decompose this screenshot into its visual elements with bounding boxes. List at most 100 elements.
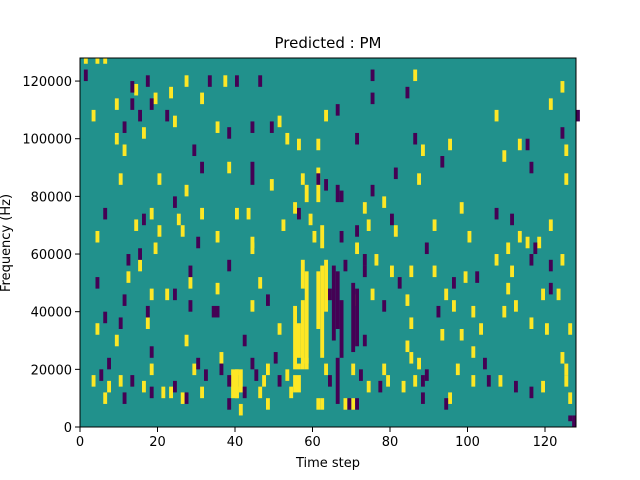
heatmap-cell-high xyxy=(545,323,549,335)
heatmap-cell-high xyxy=(471,305,476,318)
heatmap-cell-low xyxy=(122,121,127,133)
heatmap-cell-high xyxy=(157,173,162,185)
heatmap-cell-low xyxy=(211,305,220,318)
heatmap-cell-high xyxy=(351,363,356,376)
heatmap-cell-high xyxy=(374,254,379,266)
heatmap-cell-low xyxy=(421,392,425,404)
heatmap-cell-high xyxy=(525,236,530,249)
heatmap-cell-high xyxy=(459,328,464,341)
heatmap-cell-high xyxy=(320,265,325,358)
chart-title: Predicted : PM xyxy=(275,34,382,52)
heatmap-cell-low xyxy=(273,352,278,364)
heatmap-cell-high xyxy=(413,69,418,82)
heatmap-cell-low xyxy=(339,190,344,203)
heatmap-cell-low xyxy=(254,369,259,381)
heatmap-cell-high xyxy=(153,92,158,105)
heatmap-cell-high xyxy=(568,323,573,335)
y-tick-label: 100000 xyxy=(22,133,72,148)
heatmap-cell-high xyxy=(118,375,123,387)
heatmap-cell-low xyxy=(142,213,146,226)
heatmap-cell-high xyxy=(324,363,328,376)
heatmap-cell-high xyxy=(266,398,270,410)
heatmap-cell-high xyxy=(149,288,154,301)
heatmap-cell-high xyxy=(494,109,499,122)
heatmap-cell-high xyxy=(297,323,301,358)
y-tick-label: 80000 xyxy=(31,190,72,205)
heatmap-cell-low xyxy=(200,161,204,174)
y-axis-label: Frequency (Hz) xyxy=(0,194,14,292)
heatmap-cell-low xyxy=(347,398,352,410)
heatmap-cell-low xyxy=(359,369,363,381)
heatmap-cell-high xyxy=(281,219,286,231)
heatmap-cell-high xyxy=(149,207,154,220)
heatmap-cell-high xyxy=(103,58,108,64)
heatmap-cell-low xyxy=(138,248,142,260)
heatmap-cell-high xyxy=(184,334,189,347)
heatmap-cell-high xyxy=(114,334,119,347)
heatmap-cell-high xyxy=(300,259,305,289)
heatmap-cell-high xyxy=(300,173,305,185)
heatmap-cell-low xyxy=(370,69,375,82)
heatmap-cell-low xyxy=(339,300,344,358)
heatmap-cell-high xyxy=(568,392,573,404)
heatmap-cell-low xyxy=(444,398,449,410)
heatmap-cell-high xyxy=(95,58,100,64)
heatmap-cell-high xyxy=(192,363,197,376)
heatmap-cell-high xyxy=(304,271,309,364)
heatmap-cell-high xyxy=(459,202,464,214)
heatmap-cell-low xyxy=(370,92,375,105)
heatmap-cell-high xyxy=(219,352,224,364)
heatmap-cell-high xyxy=(366,380,371,393)
heatmap-cell-high xyxy=(455,363,460,376)
heatmap-cell-high xyxy=(560,81,565,93)
heatmap-cell-high xyxy=(180,225,185,237)
heatmap-cell-low xyxy=(118,317,123,329)
heatmap-cell-low xyxy=(510,213,514,226)
heatmap-cell-low xyxy=(514,380,518,393)
heatmap-cell-high xyxy=(215,121,220,133)
heatmap-cell-low xyxy=(378,380,383,393)
x-tick-label: 60 xyxy=(304,435,321,450)
heatmap-cell-high xyxy=(564,173,569,185)
heatmap-cell-low xyxy=(165,109,170,122)
heatmap-cell-high xyxy=(320,225,325,249)
heatmap-cell-low xyxy=(548,259,553,272)
heatmap-cell-high xyxy=(227,161,232,174)
x-tick-label: 20 xyxy=(149,435,166,450)
heatmap-cell-low xyxy=(424,242,429,255)
heatmap-cell-high xyxy=(382,363,387,376)
heatmap-cell-high xyxy=(122,144,127,157)
heatmap-cell-low xyxy=(219,363,224,376)
y-tick-label: 60000 xyxy=(31,248,72,263)
heatmap-cell-high xyxy=(351,398,356,410)
x-axis-label: Time step xyxy=(295,456,360,471)
heatmap-cell-high xyxy=(324,259,328,312)
heatmap-cell-low xyxy=(331,265,336,341)
x-axis: 0 20 40 60 80 100 120 xyxy=(76,427,557,450)
heatmap-cell-low xyxy=(529,386,534,399)
x-tick-label: 40 xyxy=(227,435,244,450)
y-tick-label: 120000 xyxy=(22,75,72,90)
heatmap-cell-high xyxy=(343,398,348,410)
heatmap-cell-high xyxy=(386,375,390,387)
heatmap-cell-low xyxy=(173,196,177,208)
heatmap-cell-high xyxy=(494,254,499,266)
heatmap-cell-low xyxy=(235,75,239,87)
heatmap-cell-high xyxy=(366,219,371,231)
heatmap-cell-low xyxy=(250,121,255,133)
heatmap-cell-low xyxy=(204,369,208,381)
heatmap-cells xyxy=(83,58,580,427)
heatmap-cell-high xyxy=(285,132,290,145)
heatmap-cell-high xyxy=(304,184,309,203)
heatmap-cell-high xyxy=(142,380,146,393)
heatmap-cell-high xyxy=(448,138,452,151)
heatmap-cell-high xyxy=(269,179,274,191)
heatmap-cell-low xyxy=(355,132,359,145)
heatmap-cell-high xyxy=(258,386,263,399)
heatmap-cell-low xyxy=(227,398,232,410)
heatmap-cell-high xyxy=(235,369,239,376)
heatmap-cell-low xyxy=(421,375,425,387)
heatmap-cell-low xyxy=(207,75,212,87)
heatmap-cell-high xyxy=(246,207,251,220)
